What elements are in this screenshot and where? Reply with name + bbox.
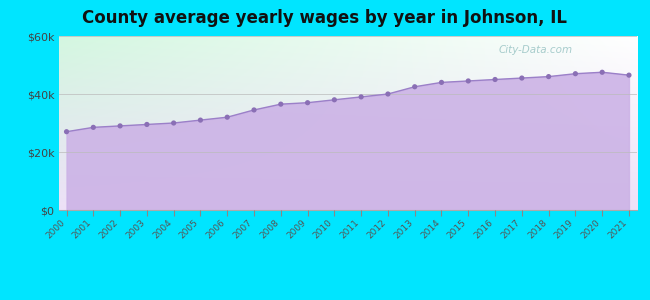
Point	[383, 92, 393, 96]
Point	[195, 118, 205, 122]
Point	[302, 100, 313, 105]
Point	[222, 115, 233, 120]
Point	[410, 84, 420, 89]
Point	[168, 121, 179, 125]
Point	[88, 125, 99, 130]
Point	[61, 129, 72, 134]
Point	[597, 70, 607, 75]
Point	[436, 80, 447, 85]
Point	[142, 122, 152, 127]
Point	[517, 76, 527, 80]
Text: City-Data.com: City-Data.com	[498, 45, 572, 55]
Point	[463, 79, 473, 83]
Point	[570, 71, 580, 76]
Point	[115, 124, 125, 128]
Point	[624, 73, 634, 78]
Point	[356, 94, 367, 99]
Text: County average yearly wages by year in Johnson, IL: County average yearly wages by year in J…	[83, 9, 567, 27]
Point	[329, 98, 339, 102]
Point	[249, 108, 259, 112]
Point	[543, 74, 554, 79]
Point	[276, 102, 286, 106]
Point	[490, 77, 501, 82]
